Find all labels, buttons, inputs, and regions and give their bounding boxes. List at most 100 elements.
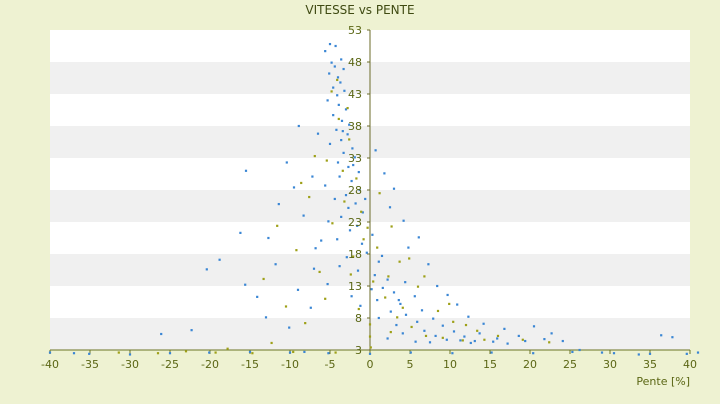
data-point <box>368 323 372 326</box>
data-point <box>205 268 208 271</box>
data-point <box>384 296 387 299</box>
data-point <box>396 316 399 319</box>
data-point <box>561 339 564 343</box>
data-point <box>543 338 546 341</box>
data-point <box>330 61 333 64</box>
x-tick-label: 30 <box>603 358 617 371</box>
data-point <box>336 76 340 79</box>
chart-title: VITESSE vs PENTE <box>305 3 414 17</box>
data-point <box>345 256 348 259</box>
data-point <box>48 351 52 354</box>
data-point <box>392 187 396 190</box>
data-point <box>331 222 334 225</box>
data-point <box>374 149 377 152</box>
data-point <box>671 336 674 339</box>
data-point <box>314 247 317 250</box>
x-tick-label: 5 <box>407 358 414 371</box>
data-point <box>325 159 328 162</box>
data-point <box>578 348 581 352</box>
data-point <box>337 117 340 121</box>
data-point <box>292 186 296 189</box>
data-point <box>483 338 486 341</box>
x-tick-label: 35 <box>643 358 657 371</box>
x-tick-label: -25 <box>161 358 179 371</box>
y-tick-label: 28 <box>348 184 362 197</box>
data-point <box>407 246 410 249</box>
data-point <box>409 351 412 354</box>
data-point <box>424 334 428 338</box>
data-point <box>160 332 163 336</box>
data-point <box>316 132 320 135</box>
data-point <box>352 255 355 258</box>
data-point <box>446 293 449 297</box>
data-point <box>428 341 432 344</box>
data-point <box>338 175 341 178</box>
data-point <box>308 195 311 199</box>
data-point <box>190 329 193 332</box>
data-point <box>402 219 405 222</box>
data-point <box>356 269 360 272</box>
data-point <box>388 206 392 209</box>
data-point <box>262 277 265 281</box>
data-point <box>333 65 336 68</box>
x-tick-label: 25 <box>563 358 577 371</box>
data-point <box>349 273 352 276</box>
data-point <box>244 283 247 286</box>
data-point <box>600 351 604 354</box>
data-point <box>398 260 401 263</box>
data-point <box>256 295 259 298</box>
x-tick-label: 20 <box>523 358 537 371</box>
y-tick-label: 43 <box>348 88 362 101</box>
data-point <box>324 297 327 300</box>
data-point <box>337 103 340 106</box>
data-point <box>524 339 527 343</box>
data-point <box>399 302 402 306</box>
data-point <box>404 281 407 284</box>
data-point <box>432 317 435 320</box>
y-tick-label: 48 <box>348 56 362 69</box>
data-point <box>342 151 345 154</box>
data-point <box>436 284 439 288</box>
data-point <box>184 350 188 353</box>
data-point <box>168 352 172 355</box>
series-1 <box>48 42 700 356</box>
x-tick-label: 10 <box>443 358 457 371</box>
x-axis-label: Pente [%] <box>636 375 690 388</box>
data-point <box>303 350 306 354</box>
data-point <box>387 275 390 278</box>
series-2 <box>117 78 551 355</box>
data-point <box>434 334 437 338</box>
data-point <box>503 327 506 330</box>
data-point <box>336 161 340 164</box>
data-point <box>414 340 417 343</box>
data-point <box>532 352 535 355</box>
y-tick-label: 8 <box>355 312 362 325</box>
x-tick-label: -35 <box>81 358 99 371</box>
data-point <box>376 298 379 302</box>
data-point <box>548 341 551 344</box>
data-point <box>312 267 316 270</box>
data-point <box>350 295 353 298</box>
data-point <box>441 336 444 339</box>
data-point <box>637 353 640 356</box>
data-point <box>376 246 379 249</box>
data-point <box>304 322 307 325</box>
data-point <box>350 179 353 183</box>
x-tick-label: -10 <box>281 358 299 371</box>
data-point <box>343 89 346 92</box>
data-point <box>362 238 365 241</box>
y-tick-label: 23 <box>348 216 362 229</box>
data-point <box>346 106 349 110</box>
data-point <box>341 169 344 172</box>
data-point <box>377 316 380 320</box>
data-point <box>276 224 279 227</box>
data-point <box>492 340 495 343</box>
data-point <box>386 337 389 340</box>
data-point <box>338 265 341 268</box>
data-point <box>309 306 312 309</box>
data-point <box>348 123 351 126</box>
data-point <box>72 352 76 355</box>
data-point <box>277 202 280 206</box>
data-point <box>372 280 375 283</box>
